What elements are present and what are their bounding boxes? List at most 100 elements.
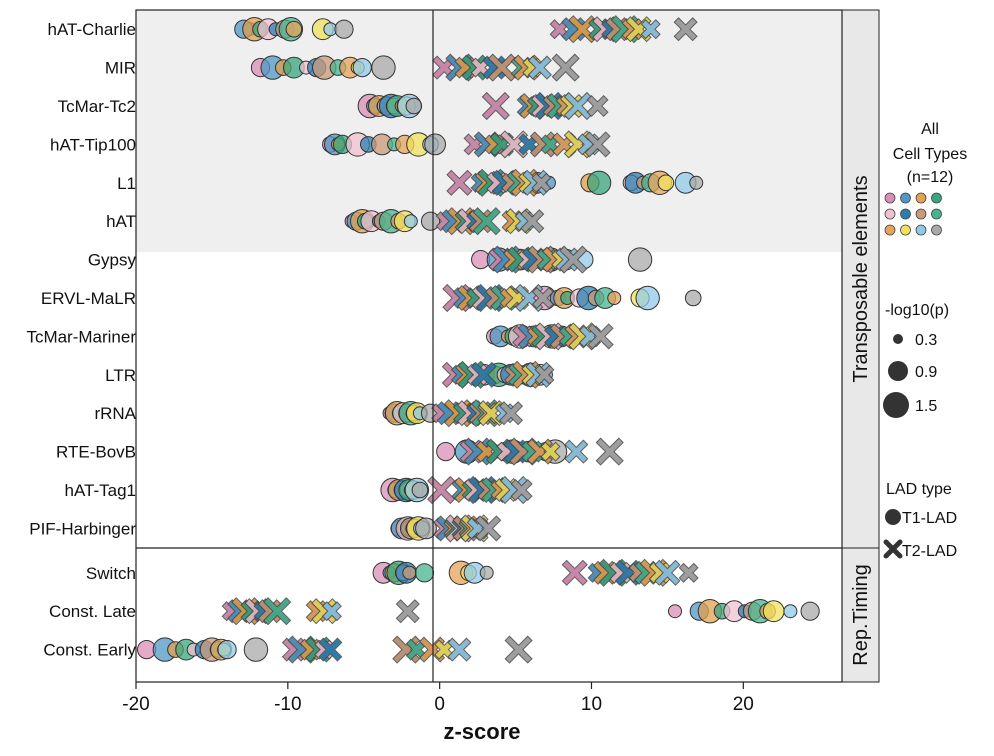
t2-lad-point — [520, 209, 545, 234]
x-axis-title: z-score — [443, 719, 520, 744]
category-label: RTE-BovB — [56, 443, 136, 462]
t2-lad-point — [678, 562, 699, 583]
legend-swatch — [884, 192, 896, 204]
legend-circle-marker — [885, 509, 901, 525]
t1-lad-point — [586, 170, 612, 196]
t2-lad-point — [563, 91, 592, 121]
legend-swatch — [931, 208, 942, 220]
legend-swatch — [884, 224, 896, 236]
t1-lad-point — [607, 291, 622, 305]
t2-lad-point — [551, 53, 580, 82]
t2-lad-point — [318, 637, 343, 662]
legend-size-large — [883, 392, 909, 418]
legend-title-line2: Cell Types — [893, 146, 967, 163]
t1-lad-point — [334, 19, 354, 39]
category-label: hAT-Tag1 — [64, 481, 136, 500]
category-label: rRNA — [94, 404, 136, 423]
t1-lad-point — [217, 640, 237, 660]
legend-swatch — [900, 208, 911, 220]
facet-strip-te — [841, 9, 880, 549]
t2-lad-point — [481, 91, 510, 121]
legend-swatch — [900, 224, 911, 236]
t1-lad-point — [689, 175, 704, 190]
t2-lad-point — [654, 559, 681, 586]
t2-lad-point — [470, 57, 491, 78]
category-label: MIR — [105, 59, 136, 78]
legend-cross-marker — [883, 539, 903, 559]
t2-lad-point — [534, 364, 555, 385]
t2-lad-point — [321, 601, 342, 622]
t2-lad-point — [395, 599, 420, 624]
category-label: hAT-Tip100 — [50, 135, 136, 154]
t2-lad-point — [487, 53, 516, 82]
t2-lad-point — [531, 172, 552, 193]
legend-title-line1: All — [921, 121, 939, 138]
t2-lad-point — [549, 19, 570, 40]
t1-lad-point — [667, 604, 682, 619]
t2-lad-point — [584, 131, 611, 158]
t2-lad-point — [405, 638, 428, 661]
legend-swatch — [900, 192, 911, 204]
facet-label-transposable: Transposable elements — [850, 175, 872, 382]
t1-lad-point — [414, 563, 435, 583]
x-tick-label: 10 — [581, 694, 602, 715]
t2-lad-point — [531, 286, 554, 310]
legend-cell-types: All Cell Types (n=12) — [884, 121, 967, 236]
t2-lad-point — [518, 133, 541, 156]
legend-swatch — [915, 192, 927, 204]
data-points — [137, 15, 820, 664]
t1-lad-point — [352, 58, 372, 78]
x-tick-label: -10 — [274, 694, 301, 715]
category-label: Const. Late — [49, 602, 136, 621]
t2-lad-point — [432, 55, 457, 80]
legend-swatch — [915, 224, 927, 236]
x-tick-label: -20 — [122, 694, 149, 715]
t1-lad-point — [415, 517, 437, 540]
legend-swatch — [884, 208, 896, 220]
t2-lad-point — [498, 401, 524, 426]
legend-shape-title: LAD type — [886, 481, 952, 498]
t2-lad-point — [470, 361, 497, 388]
legend-size-label-2: 0.9 — [915, 364, 937, 381]
legend-shape-label-2: T2-LAD — [902, 543, 957, 560]
legend-size-label-3: 1.5 — [915, 398, 937, 415]
t2-lad-point — [595, 437, 624, 466]
legend-size-medium — [888, 361, 908, 381]
legend-size-title: -log10(p) — [885, 302, 949, 319]
legend-size-small — [893, 334, 903, 344]
legend-swatch — [915, 208, 927, 220]
t1-lad-point — [762, 600, 785, 623]
t2-lad-point — [504, 635, 533, 664]
t1-lad-point — [285, 20, 303, 38]
legend-shape-label-1: T1-LAD — [902, 510, 957, 527]
t1-lad-point — [800, 601, 820, 621]
category-label: TcMar-Mariner — [26, 327, 136, 346]
x-tick-label: 0 — [434, 694, 445, 715]
t2-lad-point — [475, 515, 502, 542]
t1-lad-point — [627, 247, 653, 272]
t1-lad-point — [403, 214, 418, 229]
t1-lad-point — [371, 55, 396, 80]
t1-lad-point — [635, 285, 660, 311]
legend-shape: LAD type T1-LAD T2-LAD — [883, 481, 957, 560]
t2-lad-point — [586, 94, 609, 118]
legend-size: -log10(p) 0.3 0.9 1.5 — [883, 302, 949, 418]
category-label: hAT-Charlie — [48, 20, 137, 39]
legend-swatch — [931, 192, 942, 204]
t1-lad-point — [424, 133, 447, 156]
t2-lad-point — [587, 323, 614, 350]
t1-lad-point — [436, 442, 456, 462]
x-tick-label: 20 — [733, 694, 754, 715]
category-label: Switch — [86, 564, 136, 583]
t1-lad-point — [479, 565, 494, 580]
category-label: L1 — [117, 174, 136, 193]
legend-size-label-1: 0.3 — [915, 332, 937, 349]
legend-swatch — [931, 224, 942, 236]
category-labels: hAT-Charlie MIR TcMar-Tc2 hAT-Tip100 L1 hAT Gy… — [26, 20, 136, 659]
t2-lad-point — [561, 559, 588, 586]
t2-lad-point — [540, 441, 561, 462]
category-label: LTR — [105, 366, 136, 385]
t1-lad-point — [405, 97, 423, 115]
x-axis-ticks: -20 -10 0 10 20 — [122, 682, 754, 715]
